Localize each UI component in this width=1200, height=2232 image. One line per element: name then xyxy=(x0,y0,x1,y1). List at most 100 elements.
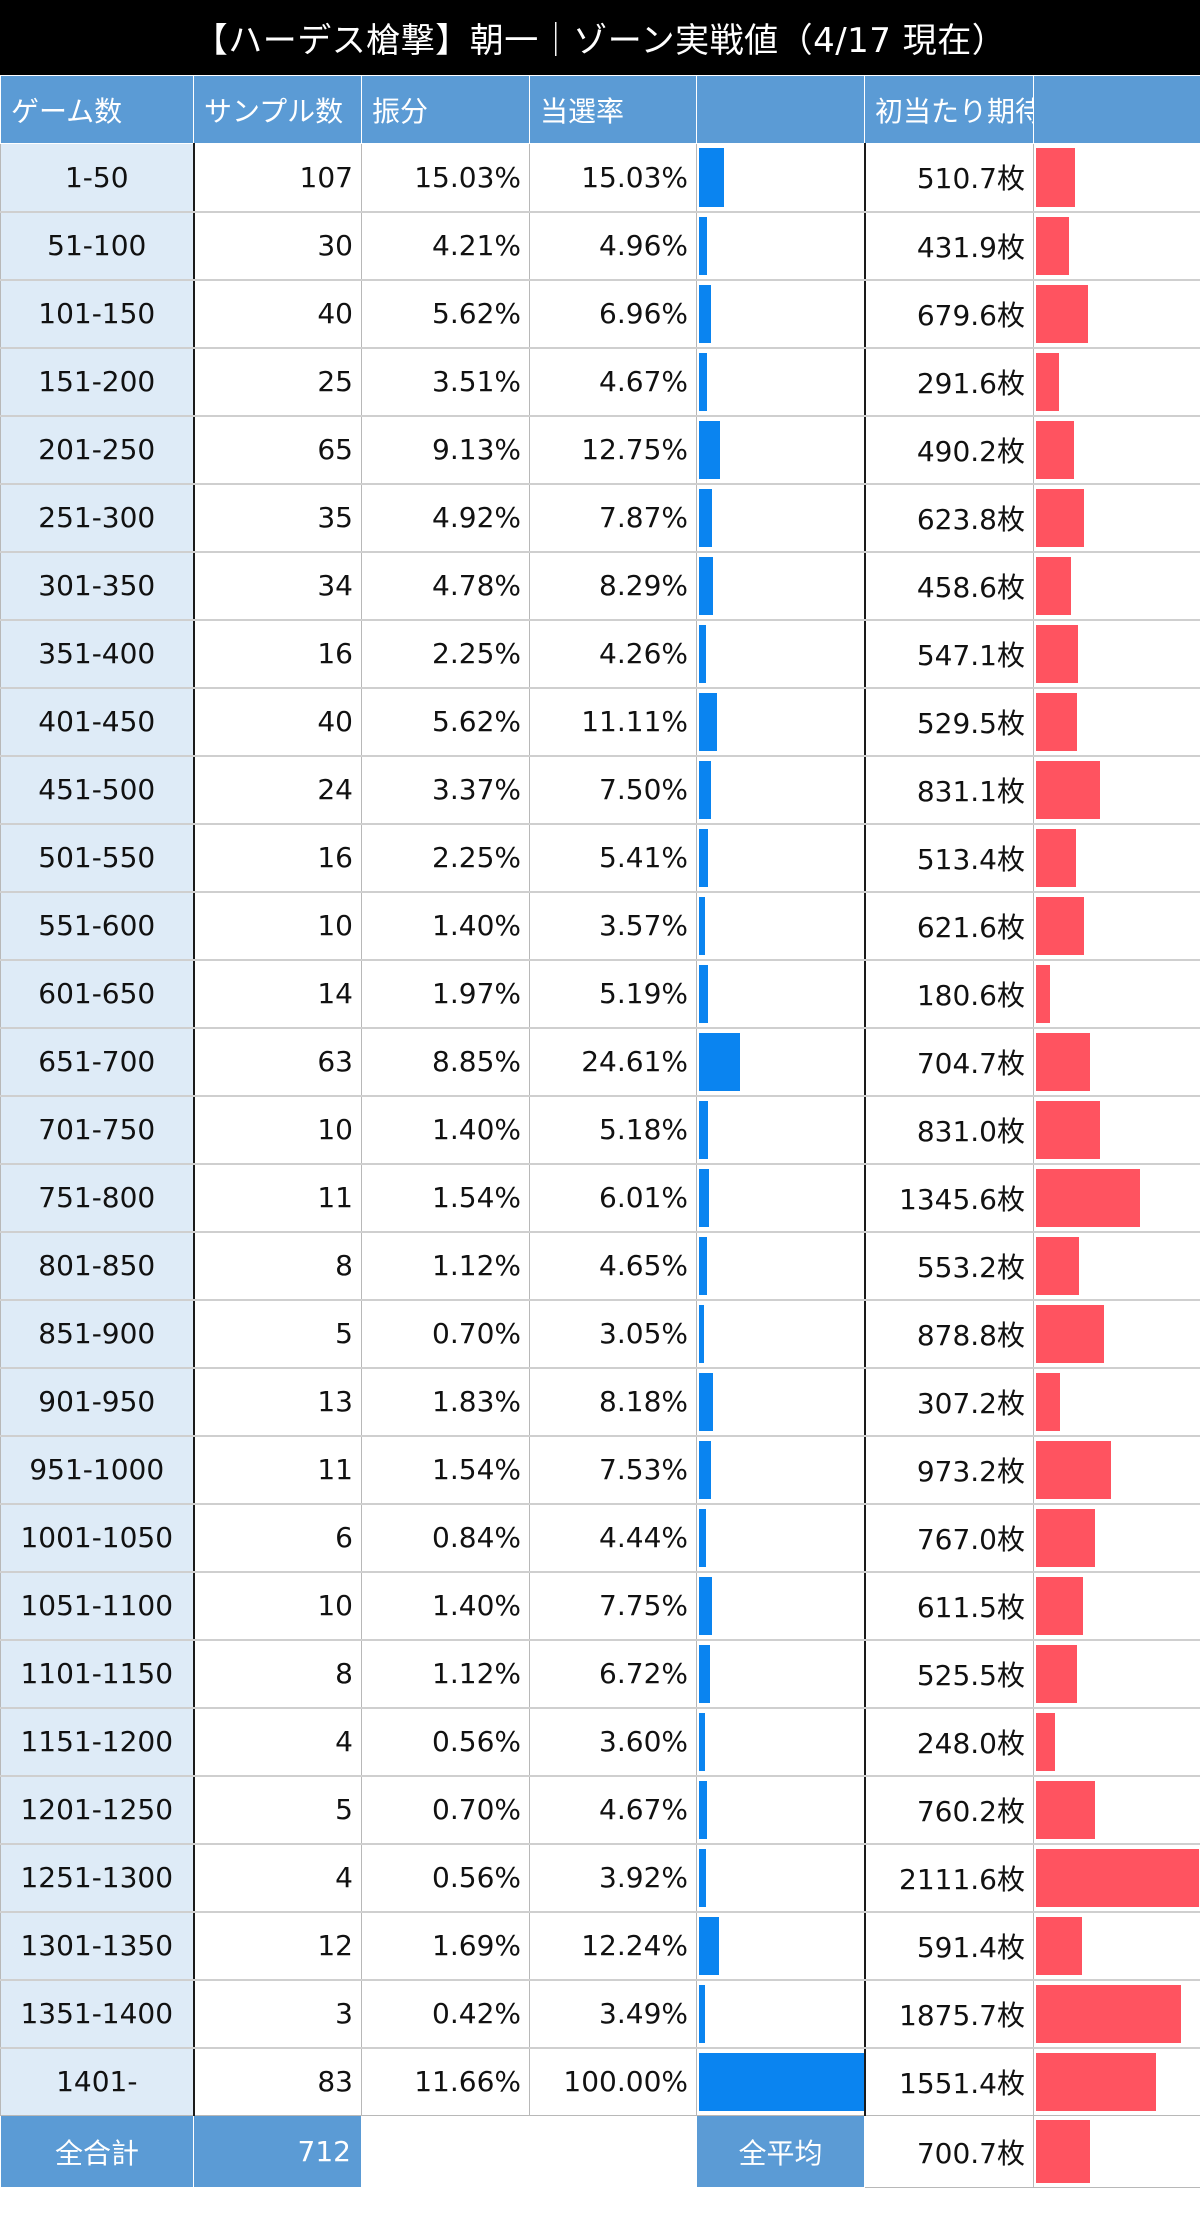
expected-coins-unit: 枚 xyxy=(996,366,1025,400)
share-value: 2.25% xyxy=(361,823,530,893)
hit-rate-bar xyxy=(699,216,707,275)
share-value: 0.84% xyxy=(361,1503,530,1573)
expected-coins-number: 831.1 xyxy=(916,774,997,808)
table-row: 801-850 8 1.12% 4.65% 553.2枚 xyxy=(0,1231,1200,1301)
table-row: 851-900 5 0.70% 3.05% 878.8枚 xyxy=(0,1299,1200,1369)
sample-count: 3 xyxy=(193,1979,362,2049)
table-row: 151-200 25 3.51% 4.67% 291.6枚 xyxy=(0,347,1200,417)
expected-coins-unit: 枚 xyxy=(996,1114,1025,1148)
zone-label: 1101-1150 xyxy=(0,1639,195,1709)
expected-coins-number: 1551.4 xyxy=(899,2066,997,2100)
share-value: 5.62% xyxy=(361,687,530,757)
expected-coins-value: 1345.6枚 xyxy=(864,1163,1034,1233)
average-expected-bar xyxy=(1036,2120,1090,2183)
expected-coins-bar xyxy=(1036,420,1074,479)
hit-rate-bar-cell xyxy=(696,1979,866,2049)
hit-rate-bar-cell xyxy=(696,1707,866,1777)
footer-blank xyxy=(361,2115,697,2188)
expected-coins-bar-cell xyxy=(1033,1503,1200,1573)
zone-label: 1401- xyxy=(0,2047,195,2116)
share-value: 0.70% xyxy=(361,1299,530,1369)
sample-count: 6 xyxy=(193,1503,362,1573)
hit-rate-value: 4.65% xyxy=(529,1231,697,1301)
expected-coins-value: 1875.7枚 xyxy=(864,1979,1034,2049)
expected-coins-number: 513.4 xyxy=(916,842,997,876)
header-samples: サンプル数 xyxy=(193,75,362,144)
expected-coins-bar xyxy=(1036,352,1059,411)
expected-coins-value: 513.4枚 xyxy=(864,823,1034,893)
expected-coins-value: 248.0枚 xyxy=(864,1707,1034,1777)
zone-label: 651-700 xyxy=(0,1027,195,1097)
expected-coins-bar-cell xyxy=(1033,279,1200,349)
hit-rate-bar-cell xyxy=(696,1843,866,1913)
hit-rate-value: 4.67% xyxy=(529,347,697,417)
expected-coins-number: 679.6 xyxy=(916,298,997,332)
zone-label: 1001-1050 xyxy=(0,1503,195,1573)
sample-count: 30 xyxy=(193,211,362,281)
hit-rate-value: 4.67% xyxy=(529,1775,697,1845)
hit-rate-value: 6.96% xyxy=(529,279,697,349)
expected-coins-value: 623.8枚 xyxy=(864,483,1034,553)
expected-coins-bar-cell xyxy=(1033,1979,1200,2049)
sample-count: 16 xyxy=(193,823,362,893)
expected-coins-unit: 枚 xyxy=(996,774,1025,808)
hit-rate-bar xyxy=(699,1100,708,1159)
expected-coins-unit: 枚 xyxy=(996,1182,1025,1216)
expected-coins-number: 591.4 xyxy=(916,1930,997,1964)
hit-rate-bar xyxy=(699,1848,706,1907)
expected-coins-bar xyxy=(1036,1372,1060,1431)
sample-count: 13 xyxy=(193,1367,362,1437)
total-value: 712 xyxy=(193,2115,362,2188)
hit-rate-bar xyxy=(699,1508,706,1567)
sample-count: 25 xyxy=(193,347,362,417)
table-row: 1401- 83 11.66% 100.00% 1551.4枚 xyxy=(0,2047,1200,2116)
average-value-number: 700.7 xyxy=(916,2136,997,2170)
zone-label: 251-300 xyxy=(0,483,195,553)
hit-rate-value: 5.18% xyxy=(529,1095,697,1165)
hit-rate-bar-cell xyxy=(696,415,866,485)
sample-count: 83 xyxy=(193,2047,362,2116)
expected-coins-bar-cell xyxy=(1033,1639,1200,1709)
expected-coins-bar-cell xyxy=(1033,1299,1200,1369)
expected-coins-bar xyxy=(1036,1304,1104,1363)
share-value: 0.56% xyxy=(361,1843,530,1913)
sample-count: 11 xyxy=(193,1435,362,1505)
expected-coins-unit: 枚 xyxy=(996,1930,1025,1964)
expected-coins-unit: 枚 xyxy=(996,638,1025,672)
expected-coins-unit: 枚 xyxy=(996,1590,1025,1624)
average-value-unit: 枚 xyxy=(996,2136,1025,2170)
expected-coins-unit: 枚 xyxy=(996,1318,1025,1352)
expected-coins-bar xyxy=(1036,1712,1055,1771)
hit-rate-bar-cell xyxy=(696,891,866,961)
expected-coins-number: 878.8 xyxy=(916,1318,997,1352)
expected-coins-value: 704.7枚 xyxy=(864,1027,1034,1097)
zone-label: 1151-1200 xyxy=(0,1707,195,1777)
expected-coins-value: 307.2枚 xyxy=(864,1367,1034,1437)
hit-rate-bar-cell xyxy=(696,1095,866,1165)
sample-count: 4 xyxy=(193,1843,362,1913)
table-row: 351-400 16 2.25% 4.26% 547.1枚 xyxy=(0,619,1200,689)
zone-label: 801-850 xyxy=(0,1231,195,1301)
expected-coins-bar-cell xyxy=(1033,347,1200,417)
zone-stats-table: ゲーム数 サンプル数 振分 当選率 初当たり期待枚数 1-5010715.03%… xyxy=(0,75,1200,2188)
hit-rate-bar-cell xyxy=(696,279,866,349)
sample-count: 10 xyxy=(193,1571,362,1641)
expected-coins-unit: 枚 xyxy=(996,1998,1025,2032)
expected-coins-number: 307.2 xyxy=(916,1386,997,1420)
hit-rate-bar xyxy=(699,1712,705,1771)
table-row: 651-700 63 8.85% 24.61% 704.7枚 xyxy=(0,1027,1200,1097)
expected-coins-bar-cell xyxy=(1033,211,1200,281)
expected-coins-bar-cell xyxy=(1033,1571,1200,1641)
expected-coins-bar-cell xyxy=(1033,1231,1200,1301)
sample-count: 65 xyxy=(193,415,362,485)
expected-coins-number: 767.0 xyxy=(916,1522,997,1556)
hit-rate-value: 12.24% xyxy=(529,1911,697,1981)
sample-count: 24 xyxy=(193,755,362,825)
share-value: 1.12% xyxy=(361,1639,530,1709)
table-row: 101-150 40 5.62% 6.96% 679.6枚 xyxy=(0,279,1200,349)
expected-coins-number: 1345.6 xyxy=(899,1182,997,1216)
zone-label: 1251-1300 xyxy=(0,1843,195,1913)
share-value: 4.21% xyxy=(361,211,530,281)
expected-coins-bar-cell xyxy=(1033,687,1200,757)
footer-row: 全合計 712 全平均 700.7枚 xyxy=(0,2115,1200,2188)
